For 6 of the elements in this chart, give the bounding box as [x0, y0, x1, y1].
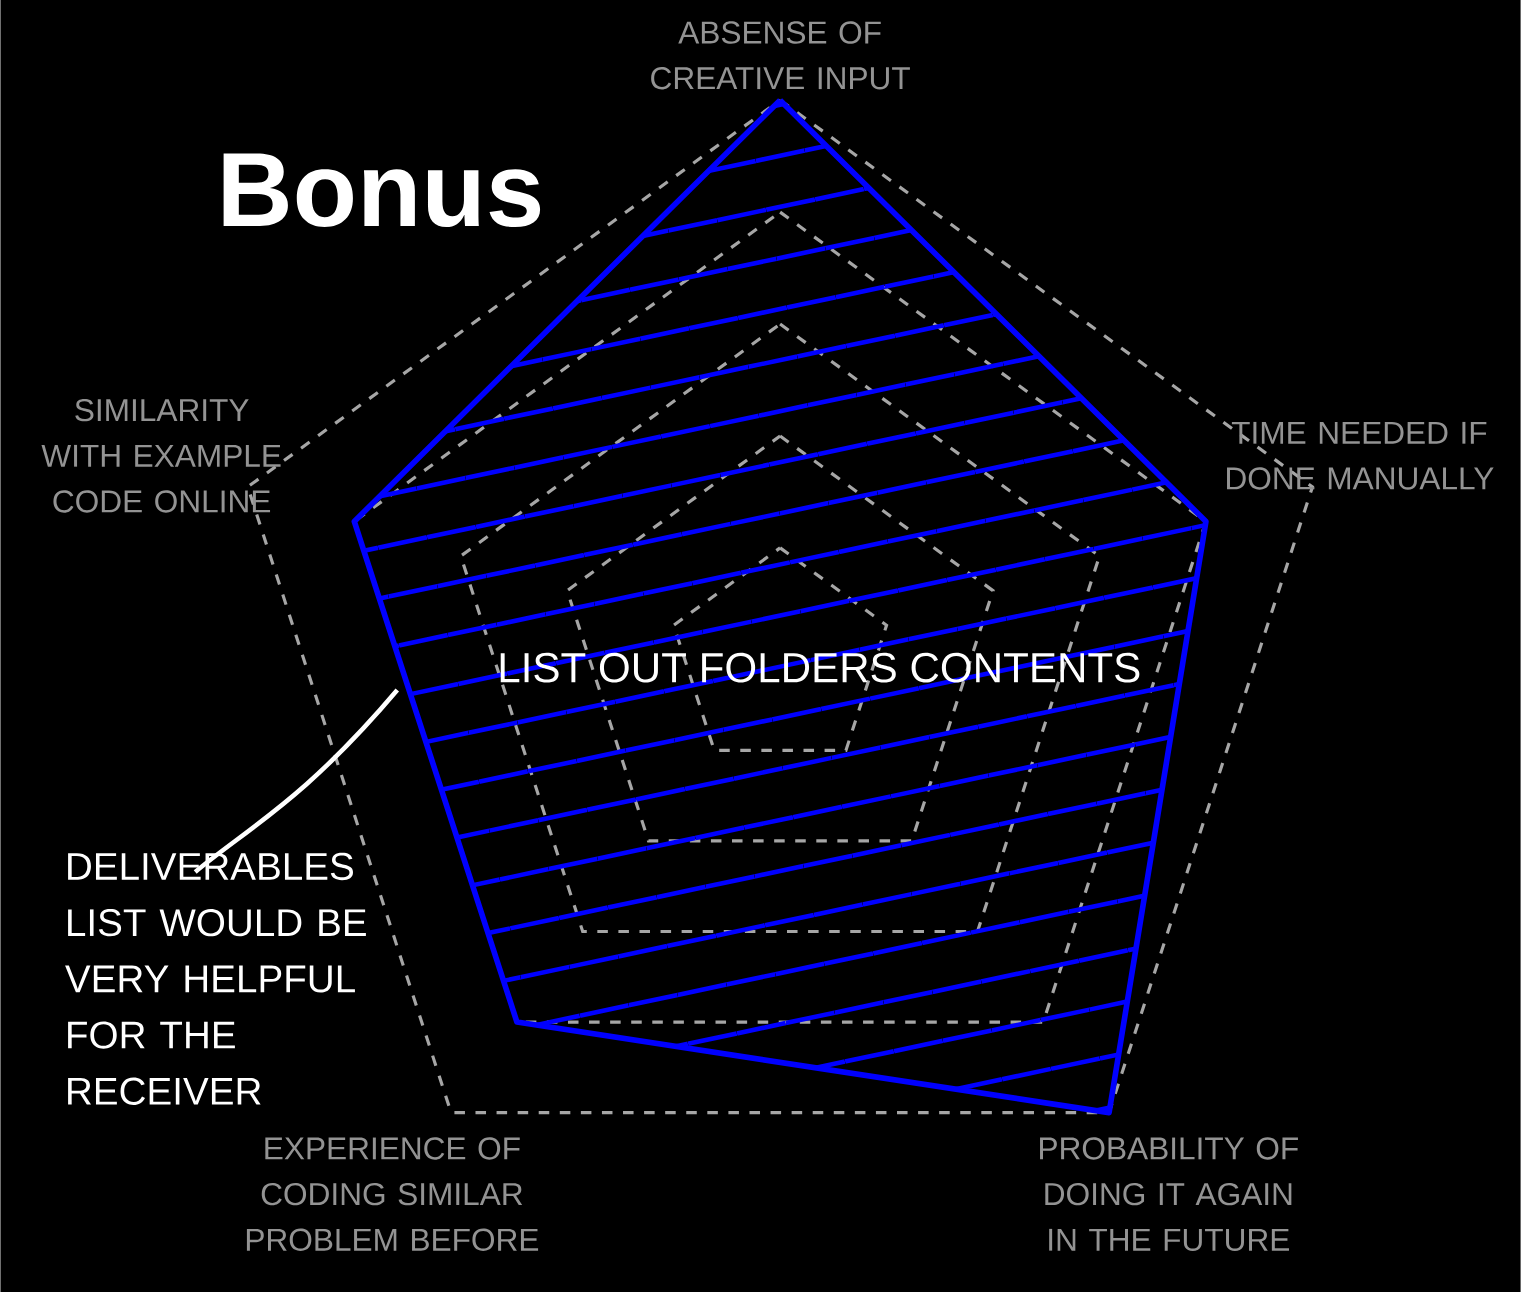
text: Bonus [223, 153, 541, 227]
spoke-label: TIME NEEDED IF DONE MANUALLY [1227, 421, 1494, 490]
spoke-label: PROBABILITY OF DOING IT AGAIN IN THE FUTURE [1040, 1137, 1298, 1251]
spoke-label: ABSENSE OF CREATIVE INPUT [651, 21, 910, 90]
spoke-label: SIMILARITY WITH EXAMPLE CODE ONLINE [41, 398, 281, 513]
spoke-label: EXPERIENCE OF CODING SIMILAR PROBLEM BEFORE [246, 1137, 539, 1251]
